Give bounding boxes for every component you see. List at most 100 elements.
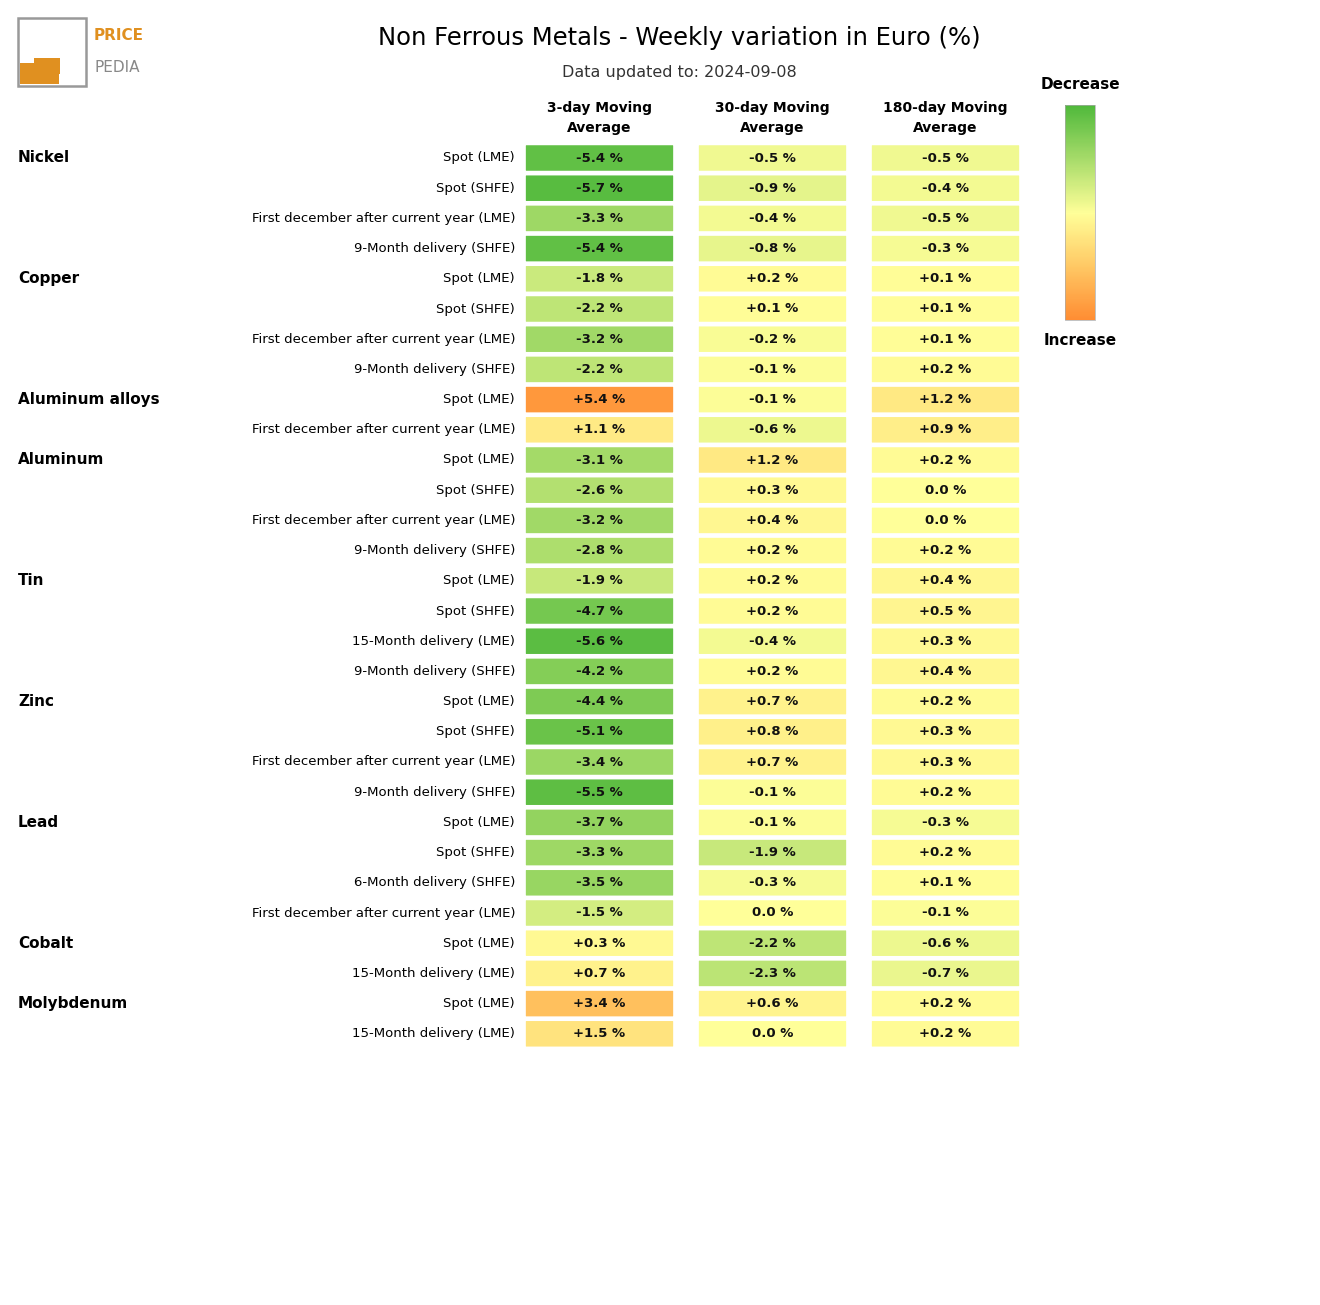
Bar <box>1065 104 1096 320</box>
FancyBboxPatch shape <box>871 145 1020 171</box>
FancyBboxPatch shape <box>871 959 1020 987</box>
Text: +0.3 %: +0.3 % <box>919 726 972 739</box>
Text: Tin: Tin <box>18 573 45 589</box>
Text: Spot (SHFE): Spot (SHFE) <box>436 726 515 739</box>
Bar <box>18 18 86 86</box>
Text: 180-day Moving
Average: 180-day Moving Average <box>883 102 1007 134</box>
Text: 0.0 %: 0.0 % <box>925 514 966 527</box>
FancyBboxPatch shape <box>525 899 675 927</box>
FancyBboxPatch shape <box>871 628 1020 655</box>
Text: Spot (LME): Spot (LME) <box>444 574 515 587</box>
Text: -5.7 %: -5.7 % <box>576 181 623 194</box>
FancyBboxPatch shape <box>871 175 1020 202</box>
Text: Increase: Increase <box>1043 333 1117 348</box>
FancyBboxPatch shape <box>525 990 675 1017</box>
Text: Cobalt: Cobalt <box>18 936 73 951</box>
Text: +0.1 %: +0.1 % <box>919 303 972 316</box>
Text: 6-Month delivery (SHFE): 6-Month delivery (SHFE) <box>354 876 515 889</box>
Text: +0.2 %: +0.2 % <box>746 574 799 587</box>
Text: -5.4 %: -5.4 % <box>576 243 623 254</box>
FancyBboxPatch shape <box>698 476 847 504</box>
Text: +0.2 %: +0.2 % <box>919 786 972 799</box>
Text: +1.1 %: +1.1 % <box>573 423 626 436</box>
Text: -0.1 %: -0.1 % <box>748 393 796 406</box>
Text: +0.7 %: +0.7 % <box>746 696 799 709</box>
Text: +0.7 %: +0.7 % <box>573 967 626 980</box>
Text: +0.4 %: +0.4 % <box>919 666 972 677</box>
FancyBboxPatch shape <box>871 809 1020 837</box>
FancyBboxPatch shape <box>698 326 847 352</box>
FancyBboxPatch shape <box>698 628 847 655</box>
Text: +0.2 %: +0.2 % <box>746 666 799 677</box>
Text: Copper: Copper <box>18 271 79 286</box>
Text: 0.0 %: 0.0 % <box>752 907 793 920</box>
Text: -5.5 %: -5.5 % <box>576 786 623 799</box>
Text: +0.8 %: +0.8 % <box>746 726 799 739</box>
Text: First december after current year (LME): First december after current year (LME) <box>252 423 515 436</box>
FancyBboxPatch shape <box>871 869 1020 897</box>
FancyBboxPatch shape <box>525 839 675 867</box>
Text: -1.9 %: -1.9 % <box>576 574 623 587</box>
Text: +0.4 %: +0.4 % <box>919 574 972 587</box>
Text: -0.6 %: -0.6 % <box>748 423 796 436</box>
FancyBboxPatch shape <box>698 658 847 685</box>
Text: 9-Month delivery (SHFE): 9-Month delivery (SHFE) <box>354 243 515 254</box>
FancyBboxPatch shape <box>871 506 1020 534</box>
FancyBboxPatch shape <box>698 748 847 775</box>
Text: 15-Month delivery (LME): 15-Month delivery (LME) <box>352 1027 515 1040</box>
FancyBboxPatch shape <box>871 265 1020 292</box>
FancyBboxPatch shape <box>871 235 1020 262</box>
Text: 9-Month delivery (SHFE): 9-Month delivery (SHFE) <box>354 544 515 557</box>
Text: -3.3 %: -3.3 % <box>576 211 623 224</box>
FancyBboxPatch shape <box>525 658 675 685</box>
Text: +0.2 %: +0.2 % <box>746 604 799 617</box>
Text: -0.2 %: -0.2 % <box>748 333 796 346</box>
Text: 9-Month delivery (SHFE): 9-Month delivery (SHFE) <box>354 786 515 799</box>
Text: -4.2 %: -4.2 % <box>576 666 623 677</box>
Text: Molybdenum: Molybdenum <box>18 996 128 1011</box>
FancyBboxPatch shape <box>871 536 1020 564</box>
Text: +0.2 %: +0.2 % <box>919 1027 972 1040</box>
Text: -2.8 %: -2.8 % <box>576 544 623 557</box>
FancyBboxPatch shape <box>525 929 675 957</box>
Text: Aluminum alloys: Aluminum alloys <box>18 392 160 407</box>
Text: +0.2 %: +0.2 % <box>746 273 799 286</box>
FancyBboxPatch shape <box>871 446 1020 474</box>
Bar <box>20 63 59 84</box>
FancyBboxPatch shape <box>525 265 675 292</box>
FancyBboxPatch shape <box>698 839 847 867</box>
FancyBboxPatch shape <box>525 446 675 474</box>
Text: +0.5 %: +0.5 % <box>919 604 972 617</box>
Text: -0.4 %: -0.4 % <box>748 634 796 647</box>
FancyBboxPatch shape <box>871 205 1020 232</box>
FancyBboxPatch shape <box>698 386 847 414</box>
Text: Data updated to: 2024-09-08: Data updated to: 2024-09-08 <box>562 64 797 80</box>
Text: -0.5 %: -0.5 % <box>748 151 796 164</box>
FancyBboxPatch shape <box>698 688 847 715</box>
FancyBboxPatch shape <box>525 295 675 322</box>
FancyBboxPatch shape <box>525 476 675 504</box>
Text: Decrease: Decrease <box>1040 77 1119 91</box>
Text: -3.4 %: -3.4 % <box>576 756 623 769</box>
Text: +3.4 %: +3.4 % <box>573 997 626 1010</box>
Text: -0.5 %: -0.5 % <box>923 211 969 224</box>
Text: First december after current year (LME): First december after current year (LME) <box>252 211 515 224</box>
Text: Spot (LME): Spot (LME) <box>444 937 515 950</box>
Text: -0.8 %: -0.8 % <box>748 243 796 254</box>
Text: -3.2 %: -3.2 % <box>576 514 623 527</box>
FancyBboxPatch shape <box>525 748 675 775</box>
FancyBboxPatch shape <box>871 326 1020 352</box>
FancyBboxPatch shape <box>525 536 675 564</box>
Text: -1.8 %: -1.8 % <box>576 273 623 286</box>
Text: -0.4 %: -0.4 % <box>921 181 969 194</box>
FancyBboxPatch shape <box>871 990 1020 1017</box>
Text: -0.6 %: -0.6 % <box>921 937 969 950</box>
Text: +0.1 %: +0.1 % <box>919 876 972 889</box>
FancyBboxPatch shape <box>698 718 847 745</box>
FancyBboxPatch shape <box>871 568 1020 594</box>
FancyBboxPatch shape <box>525 175 675 202</box>
FancyBboxPatch shape <box>525 688 675 715</box>
FancyBboxPatch shape <box>698 145 847 171</box>
Text: -0.5 %: -0.5 % <box>923 151 969 164</box>
Text: Spot (SHFE): Spot (SHFE) <box>436 181 515 194</box>
